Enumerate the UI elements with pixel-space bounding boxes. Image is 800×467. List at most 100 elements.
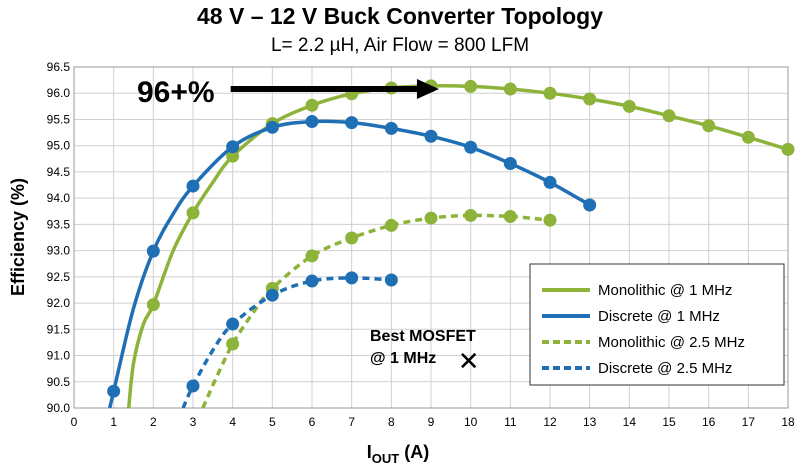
legend-label: Monolithic @ 2.5 MHz [598,334,745,351]
legend: Monolithic @ 1 MHz Discrete @ 1 MHz Monoli… [529,263,785,386]
grid [73,66,789,409]
data-point [345,116,359,130]
x-tick-labels: 0 1 2 3 4 5 6 7 8 9 10 11 12 13 14 15 16 17 18 [71,415,795,429]
data-point [226,337,240,351]
y-tick-label: 94.5 [47,165,71,179]
x-tick-label: 3 [190,415,197,429]
x-tick-label: 6 [309,415,316,429]
x-tick-label: 8 [388,415,395,429]
data-point [384,218,398,232]
data-point [107,384,121,398]
data-point [226,140,240,154]
y-tick-label: 90.5 [47,375,71,389]
series-monolithic-2-5-mhz [201,208,557,408]
x-tick-label: 9 [428,415,435,429]
y-tick-label: 96.0 [47,86,71,100]
data-point [464,79,478,93]
series-line-discrete-2-5-mhz [181,276,392,408]
x-tick-label: 13 [583,415,597,429]
chart-title: 48 V – 12 V Buck Converter Topology [197,3,603,29]
x-tick-label: 7 [348,415,355,429]
x-axis-title-sub: OUT [372,451,400,466]
y-tick-label: 91.0 [47,349,71,363]
data-point [662,109,676,123]
data-point [226,317,240,331]
x-tick-label: 14 [623,415,637,429]
data-point [305,249,319,263]
data-point [186,379,200,393]
x-axis-title-unit: (A) [399,442,429,462]
series-line-discrete-1-mhz [108,119,591,408]
x-tick-label: 15 [662,415,676,429]
y-tick-label: 94.0 [47,191,71,205]
y-tick-label: 90.0 [47,401,71,415]
data-point [464,140,478,154]
data-point [503,82,517,96]
y-tick-labels: 90.0 90.5 91.0 91.5 92.0 92.5 93.0 93.5 94.0 94.5… [47,60,71,415]
data-point [622,99,636,113]
x-tick-label: 5 [269,415,276,429]
y-tick-label: 92.5 [47,270,71,284]
data-point [265,288,279,302]
data-point [305,274,319,288]
best-mosfet-marker: ✕ [458,347,480,377]
x-tick-label: 10 [464,415,478,429]
x-tick-label: 0 [71,415,78,429]
y-tick-label: 95.5 [47,112,71,126]
data-point [543,213,557,227]
data-point [265,120,279,134]
data-point [384,273,398,287]
y-tick-label: 95.0 [47,139,71,153]
legend-label: Discrete @ 1 MHz [598,308,720,325]
chart-subtitle: L= 2.2 µH, Air Flow = 800 LFM [271,35,529,56]
x-tick-label: 18 [781,415,795,429]
data-point [741,130,755,144]
data-point [583,92,597,106]
data-point [543,175,557,189]
annotations: 96+% Best MOSFET @ 1 MHz ✕ [137,76,480,377]
data-point [503,157,517,171]
x-tick-label: 16 [702,415,716,429]
data-point [781,142,795,156]
series-discrete-1-mhz [107,115,597,408]
x-axis-title-main: I [367,442,372,462]
data-point [702,119,716,133]
y-tick-label: 92.0 [47,296,71,310]
data-point [424,129,438,143]
best-mosfet-label: Best MOSFET [370,328,476,345]
series-discrete-2-5-mhz [181,271,398,408]
x-tick-label: 1 [110,415,117,429]
data-point [464,208,478,222]
arrow-head [416,79,439,100]
x-axis-title: IOUT (A) [367,442,429,466]
data-point [424,211,438,225]
y-tick-label: 93.5 [47,217,71,231]
data-point [305,98,319,112]
legend-box [529,263,785,386]
data-point [186,206,200,220]
data-point [345,271,359,285]
data-point [186,179,200,193]
best-mosfet-sublabel: @ 1 MHz [370,350,436,367]
data-point [384,121,398,135]
legend-label: Monolithic @ 1 MHz [598,282,732,299]
y-tick-label: 96.5 [47,60,71,74]
legend-label: Discrete @ 2.5 MHz [598,360,732,377]
data-point [305,115,319,129]
y-tick-label: 91.5 [47,322,71,336]
data-point [503,210,517,224]
y-axis-title: Efficiency (%) [8,178,28,296]
x-tick-label: 11 [504,415,517,429]
x-tick-label: 12 [543,415,557,429]
data-point [226,149,240,163]
data-point [146,298,160,312]
data-point [583,198,597,212]
arrow-label: 96+% [137,76,215,109]
y-tick-label: 93.0 [47,244,71,258]
x-tick-label: 17 [742,415,756,429]
data-point [146,244,160,258]
x-tick-label: 4 [229,415,236,429]
data-point [345,231,359,245]
plot-border [73,66,789,409]
